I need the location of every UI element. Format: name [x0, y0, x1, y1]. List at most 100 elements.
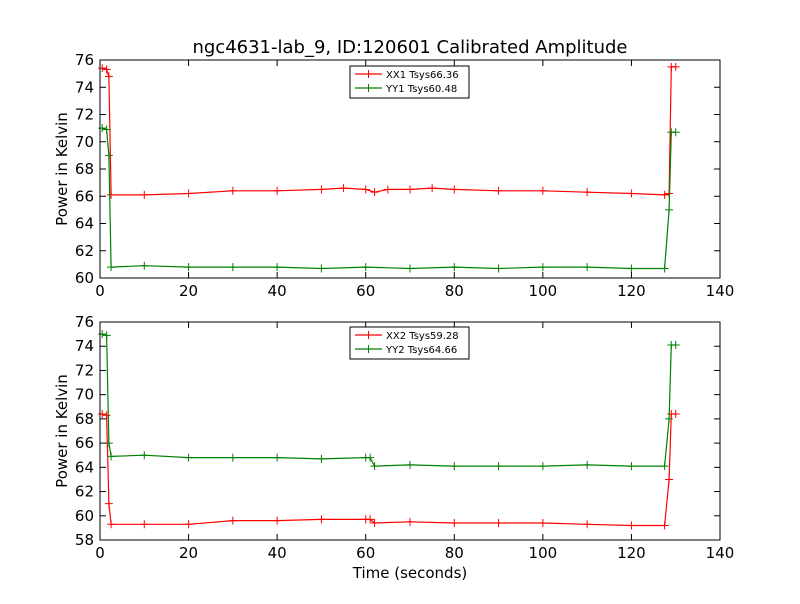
data-point-marker: [98, 410, 107, 419]
data-point-marker: [665, 475, 674, 484]
data-point-marker: [98, 330, 107, 339]
data-point-marker: [383, 185, 392, 194]
legend-label: YY2 Tsys64.66: [385, 345, 457, 356]
y-tick-label: 72: [75, 106, 94, 124]
x-axis-label: Time (seconds): [352, 564, 468, 582]
data-point-marker: [228, 263, 237, 272]
data-point-marker: [370, 519, 379, 528]
bottom-panel: 0 20 40 60 80 100 120 140 58 60 62 64 66 68 70 72 74 76 Po…: [53, 313, 734, 582]
data-point-marker: [406, 517, 414, 526]
data-point-marker: [102, 331, 111, 340]
data-point-marker: [184, 189, 193, 198]
x-tick-label: 60: [356, 544, 375, 562]
data-point-marker: [317, 515, 326, 524]
y-axis-label: Power in Kelvin: [53, 112, 71, 226]
y-tick-label: 72: [75, 361, 94, 379]
data-point-marker: [406, 460, 414, 469]
data-point-marker: [228, 453, 237, 462]
y-tick-label: 68: [75, 160, 94, 178]
legend-box: [349, 65, 470, 99]
y-tick-label: 74: [75, 337, 94, 355]
legend-label: YY1 Tsys60.48: [385, 84, 457, 95]
x-tick-label: 80: [445, 282, 464, 300]
data-point-marker: [107, 520, 116, 529]
legend-box: [349, 326, 470, 360]
data-point-marker: [660, 190, 669, 199]
data-point-marker: [273, 263, 282, 272]
y-tick-label: 70: [75, 386, 94, 404]
x-tick-label: 0: [95, 544, 105, 562]
y-tick-label: 64: [75, 215, 94, 233]
data-point-marker: [107, 452, 116, 461]
data-point-marker: [317, 185, 326, 194]
data-point-marker: [671, 341, 680, 350]
data-point-marker: [450, 185, 459, 194]
data-point-marker: [104, 151, 113, 160]
data-point-marker: [671, 410, 680, 419]
data-point-marker: [184, 520, 193, 529]
data-point-marker: [370, 188, 379, 197]
data-point-marker: [228, 186, 237, 195]
data-point-marker: [494, 462, 503, 471]
data-point-marker: [627, 521, 636, 530]
legend-label: XX1 Tsys66.36: [386, 70, 459, 81]
y-tick-label: 66: [75, 187, 94, 205]
series-line: [102, 127, 676, 270]
y-tick-label: 62: [75, 242, 94, 260]
data-point-marker: [538, 462, 547, 471]
data-point-marker: [102, 125, 111, 134]
data-point-marker: [184, 453, 193, 462]
legend: XX2 Tsys59.28 YY2 Tsys64.66: [349, 326, 470, 360]
x-tick-label: 140: [706, 282, 735, 300]
data-point-marker: [273, 453, 282, 462]
top-panel: 0 20 40 60 80 100 120 140 60 62 64 66 68 70 72 74 76 Powe…: [53, 51, 734, 300]
data-point-marker: [370, 462, 379, 471]
y-tick-label: 76: [75, 313, 94, 331]
data-point-marker: [228, 516, 237, 525]
data-point-marker: [140, 451, 149, 460]
x-tick-label: 100: [529, 544, 558, 562]
data-point-marker: [583, 263, 592, 272]
x-tick-label: 80: [445, 544, 464, 562]
x-tick-label: 20: [179, 544, 198, 562]
data-point-marker: [317, 264, 326, 273]
x-tick-label: 0: [95, 282, 105, 300]
y-axis-label: Power in Kelvin: [53, 374, 71, 488]
data-point-marker: [273, 516, 282, 525]
legend-marker: [365, 345, 372, 353]
y-tick-label: 76: [75, 51, 94, 69]
series-line: [102, 66, 676, 196]
data-point-marker: [140, 520, 149, 529]
data-point-marker: [494, 519, 503, 528]
data-point-marker: [627, 462, 636, 471]
data-point-marker: [104, 439, 113, 448]
y-tick-label: 60: [75, 507, 94, 525]
data-point-marker: [583, 460, 592, 469]
x-tick-label: 140: [706, 544, 735, 562]
x-tick-label: 40: [268, 282, 287, 300]
data-point-marker: [317, 454, 326, 463]
data-point-marker: [538, 186, 547, 195]
data-point-marker: [184, 263, 193, 272]
data-point-marker: [660, 462, 669, 471]
series-2: [98, 330, 680, 471]
y-tick-label: 68: [75, 410, 94, 428]
data-point-marker: [660, 264, 669, 273]
data-point-marker: [538, 519, 547, 528]
data-point-marker: [583, 188, 592, 197]
chart-title: ngc4631-lab_9, ID:120601 Calibrated Ampl…: [192, 37, 627, 58]
series-1: [98, 410, 680, 530]
data-point-marker: [538, 263, 547, 272]
series-line: [102, 333, 676, 467]
x-tick-label: 40: [268, 544, 287, 562]
data-point-marker: [627, 264, 636, 273]
y-tick-label: 60: [75, 269, 94, 287]
y-tick-label: 62: [75, 483, 94, 501]
y-tick-label: 58: [75, 531, 94, 549]
x-tick-label: 20: [179, 282, 198, 300]
series-line: [102, 413, 676, 527]
legend: XX1 Tsys66.36 YY1 Tsys60.48: [349, 65, 470, 99]
data-point-marker: [665, 414, 674, 423]
data-point-marker: [104, 72, 113, 81]
